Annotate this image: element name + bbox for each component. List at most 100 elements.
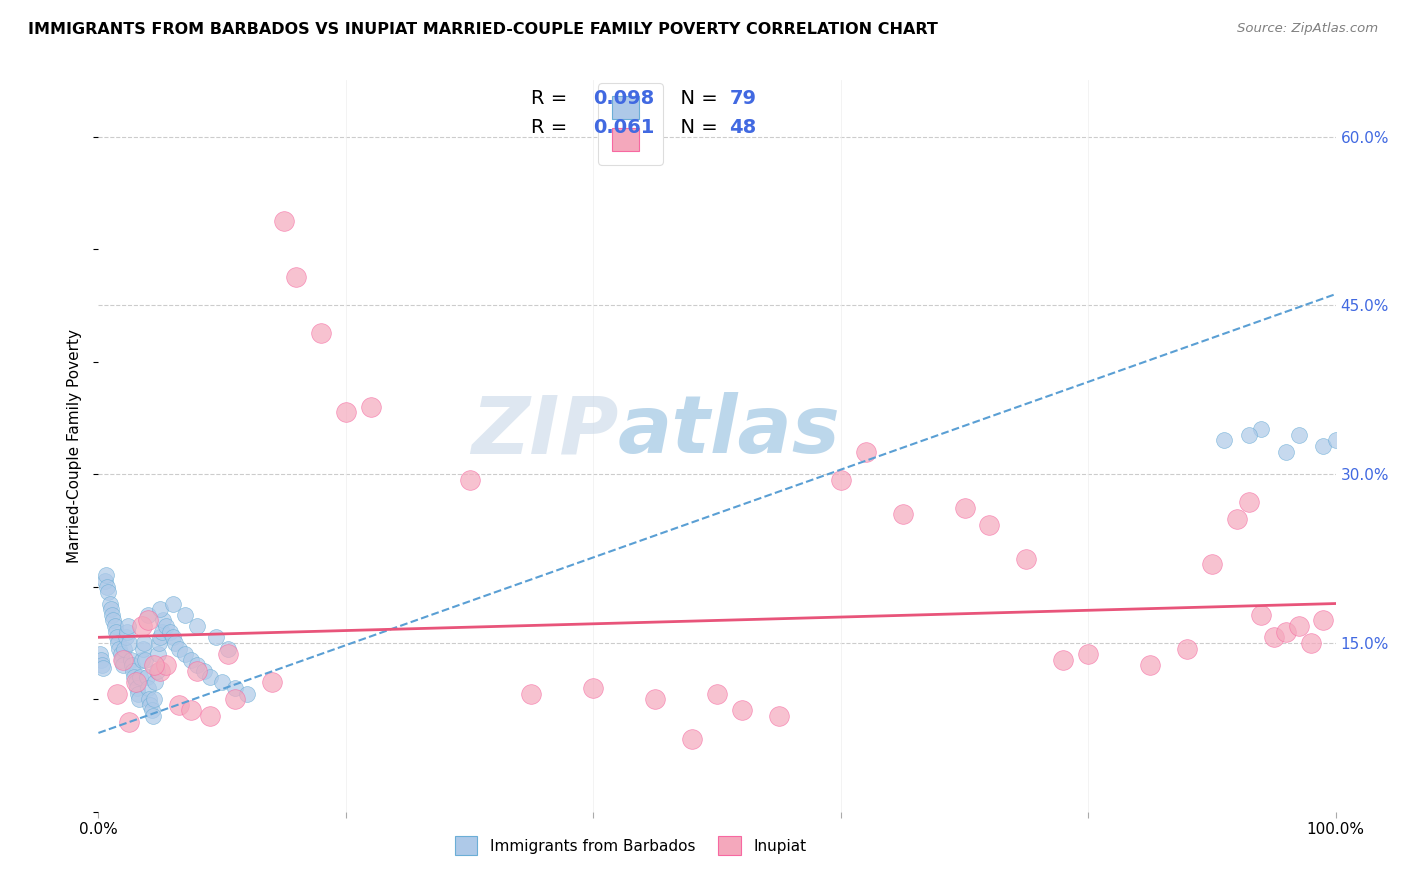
Point: [1139, 658, 1161, 673]
Point: [193, 664, 215, 678]
Point: [101, 607, 124, 622]
Point: [1237, 427, 1260, 442]
Point: [1237, 495, 1260, 509]
Point: [93, 574, 115, 588]
Point: [145, 664, 167, 678]
Point: [285, 270, 308, 285]
Point: [91, 658, 114, 673]
Point: [132, 641, 155, 656]
Point: [979, 517, 1001, 532]
Point: [131, 619, 153, 633]
Point: [1299, 636, 1322, 650]
Point: [273, 214, 295, 228]
Point: [148, 636, 170, 650]
Text: ZIP: ZIP: [471, 392, 619, 470]
Point: [953, 500, 976, 515]
Point: [105, 687, 128, 701]
Point: [134, 653, 156, 667]
Point: [205, 630, 228, 644]
Point: [186, 664, 208, 678]
Point: [186, 658, 208, 673]
Point: [891, 507, 914, 521]
Text: atlas: atlas: [619, 392, 841, 470]
Point: [1312, 614, 1334, 628]
Point: [1226, 512, 1249, 526]
Point: [124, 670, 146, 684]
Point: [1263, 630, 1285, 644]
Point: [681, 731, 703, 746]
Point: [1250, 422, 1272, 436]
Point: [335, 405, 357, 419]
Point: [180, 703, 202, 717]
Point: [112, 641, 135, 656]
Point: [129, 670, 152, 684]
Point: [112, 658, 135, 673]
Point: [1312, 439, 1334, 453]
Point: [152, 614, 174, 628]
Point: [1015, 551, 1038, 566]
Point: [100, 602, 122, 616]
Point: [1288, 427, 1310, 442]
Text: R =: R =: [531, 119, 574, 137]
Point: [217, 641, 239, 656]
Text: N =: N =: [668, 119, 724, 137]
Point: [136, 614, 159, 628]
Point: [103, 619, 125, 633]
Point: [136, 607, 159, 622]
Point: [165, 636, 187, 650]
Point: [138, 692, 160, 706]
Point: [180, 653, 202, 667]
Legend: Immigrants from Barbados, Inupiat: Immigrants from Barbados, Inupiat: [447, 829, 814, 863]
Point: [105, 630, 128, 644]
Point: [159, 624, 181, 639]
Point: [150, 624, 173, 639]
Point: [124, 675, 146, 690]
Point: [162, 630, 184, 644]
Text: 48: 48: [730, 119, 756, 137]
Point: [118, 714, 141, 729]
Point: [127, 687, 149, 701]
Point: [360, 400, 382, 414]
Point: [211, 675, 233, 690]
Point: [644, 692, 666, 706]
Point: [135, 670, 157, 684]
Point: [1250, 607, 1272, 622]
Point: [115, 624, 138, 639]
Point: [731, 703, 754, 717]
Point: [224, 681, 246, 695]
Point: [198, 709, 221, 723]
Point: [143, 658, 166, 673]
Point: [97, 585, 120, 599]
Point: [149, 602, 172, 616]
Text: Source: ZipAtlas.com: Source: ZipAtlas.com: [1237, 22, 1378, 36]
Point: [98, 597, 121, 611]
Point: [110, 647, 132, 661]
Point: [108, 641, 131, 656]
Point: [174, 607, 197, 622]
Point: [112, 653, 135, 667]
Point: [1213, 434, 1236, 448]
Point: [125, 681, 148, 695]
Point: [103, 614, 125, 628]
Point: [146, 647, 169, 661]
Point: [117, 619, 139, 633]
Text: 0.061: 0.061: [593, 119, 655, 137]
Point: [167, 698, 190, 712]
Point: [167, 641, 190, 656]
Point: [134, 636, 156, 650]
Point: [174, 647, 197, 661]
Point: [122, 664, 145, 678]
Point: [120, 653, 142, 667]
Point: [89, 647, 111, 661]
Point: [217, 647, 239, 661]
Point: [198, 670, 221, 684]
Point: [224, 692, 246, 706]
Point: [186, 619, 208, 633]
Point: [458, 473, 481, 487]
Point: [830, 473, 852, 487]
Text: N =: N =: [668, 89, 724, 108]
Point: [149, 630, 172, 644]
Point: [1324, 434, 1347, 448]
Point: [114, 630, 136, 644]
Point: [104, 624, 127, 639]
